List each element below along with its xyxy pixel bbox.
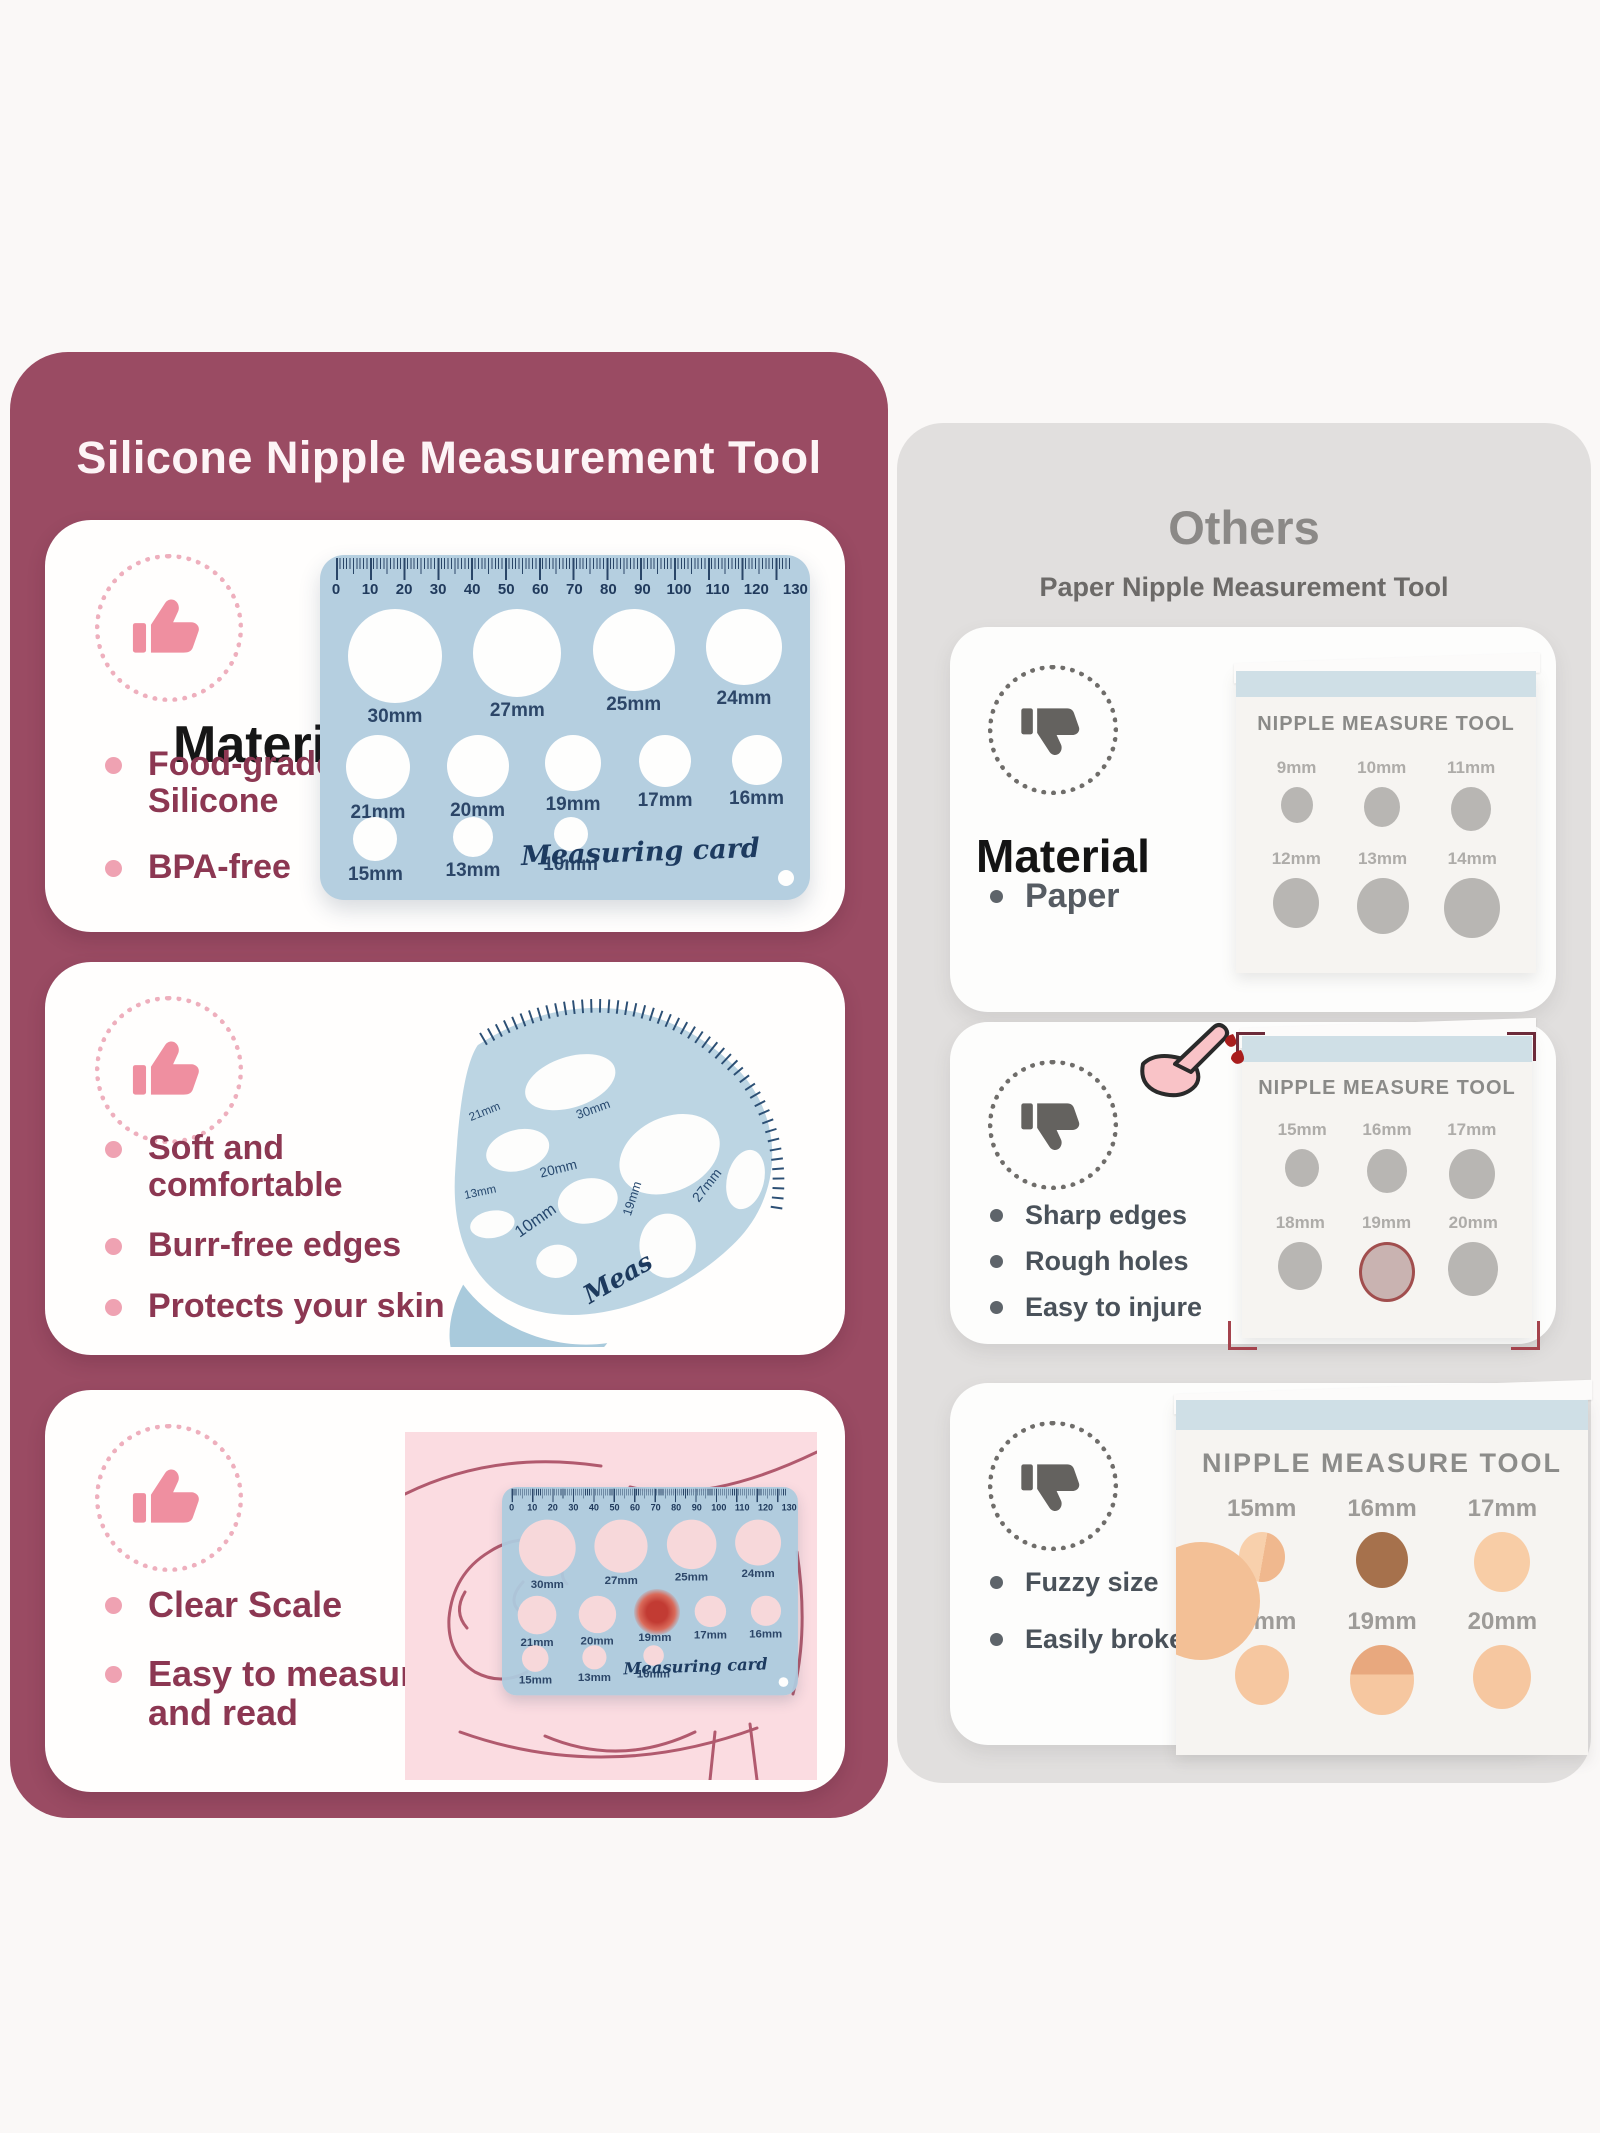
- punch-hole: [778, 870, 794, 886]
- bullet-text: Sharp edges: [1025, 1200, 1188, 1230]
- bullet-dot-icon: [990, 890, 1003, 903]
- bullet-dot-icon: [105, 1299, 122, 1317]
- paper-header: NIPPLE MEASURE TOOL: [1258, 1077, 1516, 1099]
- quality-bullet-list: Fuzzy size Easily broken: [990, 1567, 1201, 1655]
- silicone-tool-panel: Silicone Nipple Measurement Tool Materia…: [10, 352, 888, 1818]
- bullet-text: Fuzzy size: [1025, 1567, 1159, 1597]
- paper-tool-image-large: NIPPLE MEASURE TOOL 15mm 16mm 17mm 18mm …: [1174, 1379, 1592, 1755]
- thumbs-up-icon: [132, 1041, 199, 1095]
- comfort-bullet-list: Soft and comfortable Burr-free edges Pro…: [105, 1130, 445, 1325]
- bullet-text: Easy to injure: [1025, 1292, 1203, 1322]
- safety-bullet-list: Sharp edges Rough holes Easy to injure: [990, 1200, 1202, 1323]
- pointing-hand-icon: [1140, 1023, 1244, 1098]
- paper-material-card: Material Paper NIPPLE MEASURE TOOL 9mm 1…: [950, 627, 1556, 1012]
- silicone-comfort-card: Soft and comfortable Burr-free edges Pro…: [45, 962, 845, 1355]
- paper-top-band: [1242, 1036, 1532, 1062]
- hole-row-1: 30mm 27mm 25mm 24mm: [348, 609, 782, 728]
- material-bullet-list: Food-grade Silicone BPA-free: [105, 746, 398, 886]
- bullet-dot-icon: [990, 1576, 1003, 1589]
- thumbs-down-badge: [988, 1060, 1118, 1190]
- bullet-text: Clear Scale: [148, 1584, 343, 1625]
- bullet-dot-icon: [990, 1255, 1003, 1268]
- bullet-dot-icon: [990, 1209, 1003, 1222]
- bullet-dot-icon: [105, 757, 122, 774]
- bullet-dot-icon: [990, 1301, 1003, 1314]
- bullet-text: Soft and comfortable: [148, 1129, 343, 1204]
- thumbs-down-icon: [1021, 1103, 1080, 1150]
- bullet-dot-icon: [105, 1141, 122, 1158]
- right-panel-subtitle: Paper Nipple Measurement Tool: [1039, 572, 1449, 602]
- ruler-ticks: [336, 558, 790, 580]
- paper-tool-image: NIPPLE MEASURE TOOL 15mm 16mm 17mm 18mm …: [1228, 1017, 1540, 1350]
- bullet-text: Protects your skin: [148, 1287, 445, 1326]
- right-panel-title: Others: [1168, 501, 1320, 555]
- bullet-text: Paper: [1025, 877, 1120, 915]
- bullet-text: Easy to measure and read: [148, 1652, 435, 1733]
- bullet-text: Burr-free edges: [148, 1226, 402, 1265]
- nipple-through-hole: [634, 1589, 680, 1635]
- left-panel-title: Silicone Nipple Measurement Tool: [76, 432, 822, 484]
- scale-bullet-list: Clear Scale Easy to measure and read: [105, 1584, 478, 1733]
- bullet-text: Rough holes: [1025, 1246, 1189, 1276]
- paper-top-band: [1236, 671, 1536, 697]
- usage-illustration: 0 10 20 30 40 50 60 70 80 90 100 110 120 130 30mm 27m…: [405, 1432, 817, 1780]
- thumbs-up-icon: [132, 1469, 199, 1523]
- paper-header: NIPPLE MEASURE TOOL: [1201, 1448, 1563, 1478]
- material-heading: Material: [976, 830, 1150, 883]
- list-item: BPA-free: [105, 849, 398, 886]
- bullet-text: Easily broken: [1025, 1624, 1201, 1654]
- bullet-dot-icon: [990, 1633, 1003, 1646]
- measuring-card-image: 0 10 20 30 40 50 60 70 80 90 100 110 120 130 30mm 27m…: [320, 555, 810, 900]
- corner-bracket: [1228, 1321, 1257, 1350]
- list-item: Food-grade Silicone: [105, 746, 398, 819]
- bullet-dot-icon: [105, 1665, 122, 1683]
- bullet-text: BPA-free: [148, 848, 291, 887]
- thumbs-up-badge: [95, 554, 243, 702]
- paper-bullet-list: Paper: [990, 877, 1120, 916]
- thumbs-down-icon: [1021, 708, 1080, 755]
- thumbs-up-badge: [95, 1424, 243, 1572]
- curved-silicone-card-image: 30mm 27mm 21mm 20mm 13mm 10mm 19mm Meas: [449, 999, 785, 1347]
- paper-safety-card: Sharp edges Rough holes Easy to injure: [950, 1017, 1556, 1350]
- thumbs-down-badge: [988, 1421, 1118, 1551]
- ruler-numbers: 0 10 20 30 40 50 60 70 80 90 100 110 120 130: [331, 581, 808, 598]
- corner-bracket: [1511, 1321, 1540, 1350]
- corner-bracket: [1236, 1032, 1265, 1061]
- hole-row-3: 15mm 13mm 10mm: [348, 817, 598, 886]
- thumbs-down-icon: [1021, 1464, 1080, 1511]
- bullet-dot-icon: [105, 1238, 122, 1256]
- hole-row-2: 21mm 20mm 19mm 17mm 16mm: [346, 735, 784, 824]
- injured-rough-hole: [1358, 1242, 1415, 1302]
- thumbs-up-badge: [95, 996, 243, 1144]
- bullet-dot-icon: [105, 860, 122, 878]
- others-panel: Others Paper Nipple Measurement Tool Mat…: [897, 423, 1592, 1783]
- bullet-dot-icon: [105, 1597, 122, 1614]
- silicone-scale-card: Clear Scale Easy to measure and read: [45, 1390, 845, 1792]
- paper-tool-image: NIPPLE MEASURE TOOL 9mm 10mm 11mm 12mm 1…: [1234, 652, 1540, 973]
- thumbs-up-icon: [132, 599, 199, 653]
- bullet-text: Food-grade Silicone: [148, 745, 335, 820]
- thumbs-down-badge: [988, 665, 1118, 795]
- paper-header: NIPPLE MEASURE TOOL: [1257, 713, 1515, 735]
- paper-top-band: [1176, 1400, 1588, 1430]
- corner-bracket: [1507, 1032, 1536, 1061]
